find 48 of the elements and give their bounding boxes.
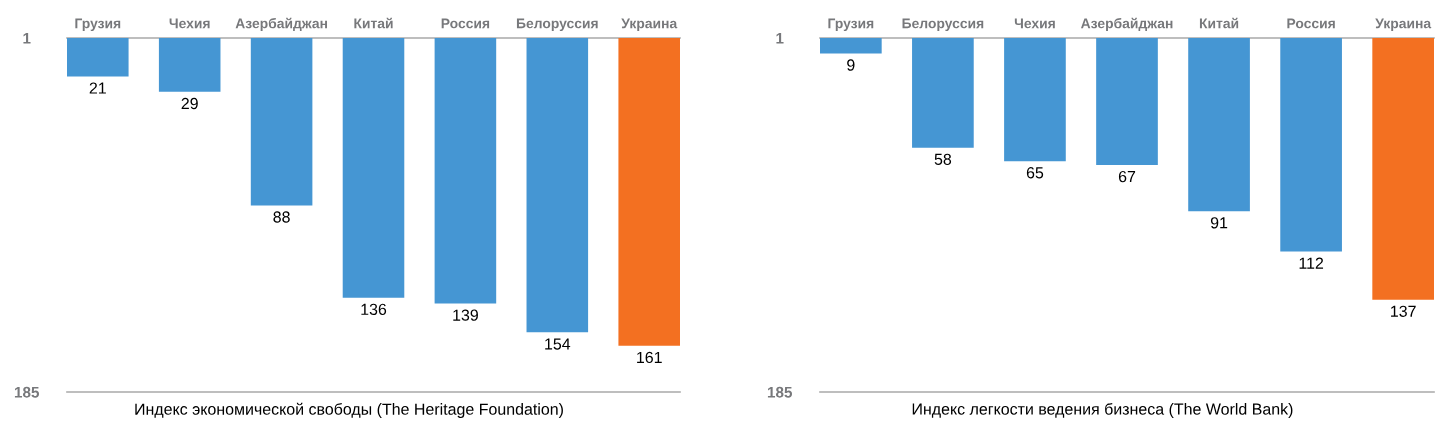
bar: [1096, 38, 1158, 165]
y-tick-label: 185: [14, 386, 40, 398]
y-tick-label: 185: [767, 386, 793, 398]
x-tick-label: Азербайджан: [1080, 17, 1173, 32]
data-label: 161: [637, 351, 662, 364]
bar: [1004, 38, 1066, 162]
bar: [1280, 38, 1342, 252]
bar: [1188, 38, 1250, 212]
x-tick-label: Китай: [354, 17, 393, 29]
data-label: 137: [1391, 305, 1416, 317]
x-tick-label: Грузия: [828, 18, 874, 32]
data-label: 154: [545, 338, 571, 350]
data-label: 9: [847, 59, 855, 71]
data-label: 136: [361, 303, 387, 316]
bar: [158, 38, 221, 92]
y-tick-label: 1: [776, 33, 784, 44]
data-label: 139: [453, 309, 478, 321]
bar: [250, 38, 313, 206]
x-axis-title: Индекс экономической свободы (The Heritage Foundation): [135, 402, 563, 418]
x-tick-label: Азербайджан: [235, 17, 327, 32]
x-tick-label: Россия: [441, 18, 490, 29]
x-tick-label: Белоруссия: [516, 18, 598, 32]
data-label: 67: [1118, 170, 1136, 183]
bar: [526, 38, 589, 333]
data-label: 29: [181, 97, 198, 110]
data-label: 112: [1299, 257, 1324, 269]
data-label: 58: [934, 153, 952, 165]
x-tick-label: Чехия: [1014, 18, 1055, 29]
x-tick-label: Китай: [1199, 17, 1239, 29]
y-tick-label: 1: [23, 33, 31, 44]
bar: [342, 38, 405, 298]
x-tick-label: Белоруссия: [902, 18, 984, 32]
bar: [820, 38, 882, 54]
x-tick-label: Чехия: [169, 18, 210, 29]
bar: [912, 38, 974, 148]
bar: [1372, 38, 1434, 300]
data-label: 65: [1026, 167, 1044, 179]
x-tick-label: Россия: [1287, 18, 1335, 29]
x-tick-label: Украина: [621, 18, 678, 32]
data-label: 21: [89, 82, 106, 94]
x-tick-label: Украина: [1375, 18, 1432, 32]
x-tick-label: Грузия: [75, 18, 121, 32]
data-label: 91: [1210, 217, 1228, 229]
bar: [618, 38, 680, 346]
data-label: 88: [273, 211, 290, 223]
bar: [434, 38, 497, 304]
x-axis-title: Индекс легкости ведения бизнеса (The World Bank): [912, 402, 1293, 418]
bar: [67, 38, 129, 77]
